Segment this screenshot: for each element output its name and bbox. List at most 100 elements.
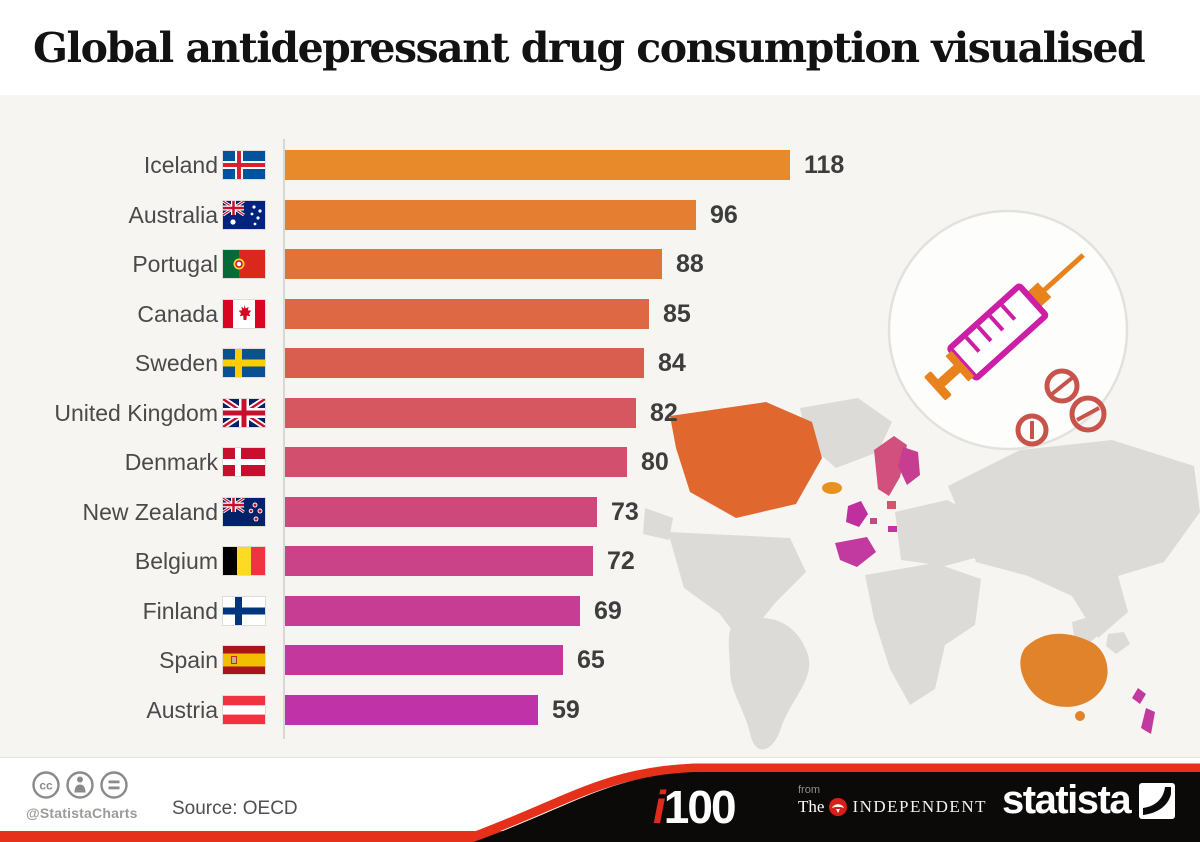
bar-value: 59 xyxy=(552,695,580,724)
map-uk xyxy=(846,501,868,527)
bar-value: 73 xyxy=(611,497,639,526)
bar-value: 80 xyxy=(641,448,669,476)
i100-logo: i100 xyxy=(653,780,737,834)
country-label: Canada xyxy=(137,300,218,327)
country-label: Belgium xyxy=(134,548,218,574)
bar-value: 65 xyxy=(577,646,605,674)
independent-logo: from The INDEPENDENT xyxy=(798,784,987,817)
bar-value: 84 xyxy=(658,349,686,377)
flag-icon-se xyxy=(223,349,265,377)
independent-the: The xyxy=(798,797,825,816)
no-derivatives-icon xyxy=(100,771,128,799)
chart-row: Sweden 84 xyxy=(0,348,1200,378)
statista-mark-icon xyxy=(1139,782,1176,819)
country-label: Sweden xyxy=(134,350,218,376)
map-new-zealand xyxy=(1132,688,1146,704)
chart-row: Canada 85 xyxy=(0,298,1200,329)
svg-text:cc: cc xyxy=(39,779,53,793)
bar xyxy=(285,595,580,626)
chart-row: New Zealand 73 xyxy=(0,496,1200,527)
country-label: New Zealand xyxy=(82,498,218,525)
chart-row: Spain 65 xyxy=(0,645,1200,675)
footer: cc @StatistaCharts Source: OECD i100 fro… xyxy=(0,757,1200,842)
map-canada xyxy=(670,402,822,518)
bar-value: 96 xyxy=(710,200,738,229)
source-label: Source: OECD xyxy=(172,798,298,819)
country-label: Portugal xyxy=(132,251,218,277)
world-map xyxy=(643,398,1200,750)
statista-handle: @StatistaCharts xyxy=(26,805,138,821)
independent-name: INDEPENDENT xyxy=(852,797,987,816)
independent-from: from xyxy=(798,784,820,796)
flag-icon-at xyxy=(223,695,265,724)
license-icons: cc xyxy=(32,771,128,799)
map-iberia xyxy=(835,537,876,567)
bar xyxy=(285,249,662,279)
map-belgium xyxy=(870,518,877,524)
page-title: Global antidepressant drug consumption v… xyxy=(33,24,1146,72)
flag-icon-au xyxy=(223,200,265,229)
bar-value: 72 xyxy=(607,547,635,575)
country-label: Spain xyxy=(159,647,218,673)
axis-line xyxy=(283,139,285,739)
chart-row: Denmark 80 xyxy=(0,447,1200,477)
country-label: Denmark xyxy=(124,449,218,475)
map-finland xyxy=(898,447,920,485)
bar xyxy=(285,546,593,576)
pill-icon-3 xyxy=(1015,413,1049,447)
i100-num: 100 xyxy=(663,781,737,833)
map-austria xyxy=(888,526,897,532)
attribution-icon xyxy=(66,771,94,799)
chart-row: Iceland 118 xyxy=(0,150,1200,180)
bar-value: 82 xyxy=(650,398,678,427)
chart-row: United Kingdom 82 xyxy=(0,397,1200,428)
bar xyxy=(285,348,644,378)
country-label: Austria xyxy=(146,696,218,723)
cc-icon: cc xyxy=(32,771,60,799)
flag-icon-be xyxy=(223,547,265,575)
map-new-zealand-south xyxy=(1141,708,1155,734)
pill-icon-2 xyxy=(1069,395,1107,433)
bar xyxy=(285,694,538,725)
flag-icon-fi xyxy=(223,596,265,625)
bar xyxy=(285,447,627,477)
chart-row: Finland 69 xyxy=(0,595,1200,626)
chart-area: Iceland 118 Australia 96 Portugal 88 Can… xyxy=(0,95,1200,757)
map-highlights xyxy=(670,402,1155,734)
syringe-icon xyxy=(924,253,1085,400)
country-label: Iceland xyxy=(143,152,218,178)
statista-logo: statista xyxy=(1002,778,1176,823)
bar-value: 69 xyxy=(594,596,622,625)
bar-value: 88 xyxy=(676,250,704,278)
country-label: Australia xyxy=(128,201,218,228)
flag-icon-ca xyxy=(223,299,265,328)
map-tasmania xyxy=(1075,711,1085,721)
country-label: Finland xyxy=(142,597,218,624)
independent-eagle-icon xyxy=(829,798,848,816)
country-label: United Kingdom xyxy=(54,399,218,426)
map-iceland xyxy=(822,482,842,494)
syringe-badge xyxy=(887,209,1129,451)
chart-row: Portugal 88 xyxy=(0,249,1200,279)
chart-row: Belgium 72 xyxy=(0,546,1200,576)
statista-wordmark: statista xyxy=(1002,778,1132,822)
map-base xyxy=(643,398,1200,750)
flag-icon-es xyxy=(223,646,265,674)
flag-icon-gb xyxy=(223,398,265,427)
bar-value: 118 xyxy=(804,151,845,179)
bar xyxy=(285,199,696,230)
chart-row: Australia 96 xyxy=(0,199,1200,230)
map-scandinavia xyxy=(874,436,907,496)
chart-row: Austria 59 xyxy=(0,694,1200,725)
bar-value: 85 xyxy=(663,299,691,328)
bar xyxy=(285,298,649,329)
map-denmark xyxy=(887,501,896,509)
bar xyxy=(285,150,790,180)
flag-icon-is xyxy=(223,151,265,179)
flag-icon-nz xyxy=(223,497,265,526)
pill-icon-1 xyxy=(1044,368,1080,404)
i100-i: i xyxy=(653,781,666,833)
map-australia xyxy=(1020,633,1108,707)
bar xyxy=(285,645,563,675)
